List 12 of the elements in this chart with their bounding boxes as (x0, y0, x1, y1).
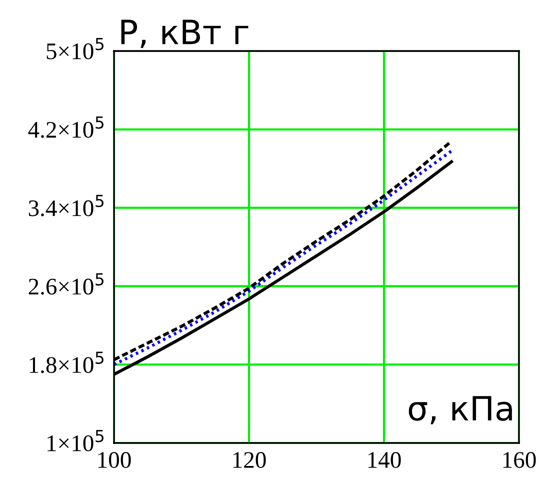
y-tick-label: 1.8×10$^{5}$ (30, 352, 104, 374)
x-tick-label: 120 (233, 452, 266, 468)
y-tick-label: 4.2×10$^{5}$ (28, 116, 104, 138)
x-tick-label: 140 (368, 452, 401, 468)
x-tick-label: 160 (503, 452, 536, 468)
x-tick-label: 100 (98, 452, 131, 468)
y-axis-title: P, кВт г (121, 20, 248, 48)
y-tick-label: 2.6×10$^{5}$ (28, 273, 104, 295)
y-tick-label: 5×10$^{5}$ (46, 38, 104, 60)
y-tick-label: 1×10$^{5}$ (48, 430, 104, 452)
y-tick-label: 3.4×10$^{5}$ (28, 194, 104, 216)
x-axis-title: σ, кПа (408, 396, 512, 424)
